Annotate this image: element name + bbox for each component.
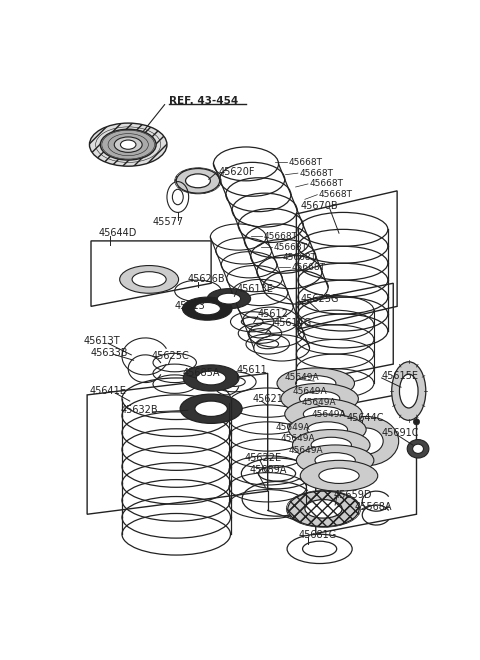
Text: 45613E: 45613E xyxy=(237,284,274,294)
Text: 45625G: 45625G xyxy=(300,294,339,304)
Ellipse shape xyxy=(217,293,240,304)
Ellipse shape xyxy=(349,428,383,454)
Ellipse shape xyxy=(311,438,351,453)
Text: 45622E: 45622E xyxy=(244,453,282,463)
Text: 45659D: 45659D xyxy=(334,490,372,500)
Text: 45649A: 45649A xyxy=(285,374,319,382)
Ellipse shape xyxy=(319,468,359,483)
Text: 45668T: 45668T xyxy=(264,232,298,241)
Text: 45612: 45612 xyxy=(258,309,288,319)
Text: 45668T: 45668T xyxy=(300,169,334,178)
Ellipse shape xyxy=(183,365,239,391)
Text: 45611: 45611 xyxy=(237,365,267,376)
Ellipse shape xyxy=(413,418,420,425)
Ellipse shape xyxy=(334,416,399,466)
Text: 45644C: 45644C xyxy=(347,413,384,423)
Text: 45626B: 45626B xyxy=(188,275,226,284)
Ellipse shape xyxy=(300,391,340,407)
Ellipse shape xyxy=(305,500,342,518)
Text: 45625C: 45625C xyxy=(152,351,189,362)
Text: 45621: 45621 xyxy=(252,394,283,404)
Ellipse shape xyxy=(180,394,242,424)
Text: 45632B: 45632B xyxy=(120,405,158,415)
Text: 45620F: 45620F xyxy=(219,166,255,177)
Text: 45615E: 45615E xyxy=(382,371,419,381)
Text: 45633B: 45633B xyxy=(91,348,129,358)
Ellipse shape xyxy=(195,401,228,416)
Ellipse shape xyxy=(285,399,362,430)
Ellipse shape xyxy=(281,383,359,414)
Text: 45685A: 45685A xyxy=(182,368,220,378)
Text: 45568A: 45568A xyxy=(355,502,392,512)
Ellipse shape xyxy=(176,168,220,193)
Ellipse shape xyxy=(315,453,355,468)
Ellipse shape xyxy=(182,297,232,320)
Text: REF. 43-454: REF. 43-454 xyxy=(169,96,238,106)
Ellipse shape xyxy=(392,362,426,420)
Ellipse shape xyxy=(288,414,366,445)
Ellipse shape xyxy=(114,137,142,152)
Text: 45614G: 45614G xyxy=(273,317,312,327)
Text: 45613: 45613 xyxy=(175,302,205,312)
Ellipse shape xyxy=(194,302,220,315)
Text: 45641E: 45641E xyxy=(89,386,126,396)
Text: 45668T: 45668T xyxy=(319,190,353,199)
Ellipse shape xyxy=(307,422,348,437)
Ellipse shape xyxy=(413,444,423,453)
Ellipse shape xyxy=(120,140,136,149)
Ellipse shape xyxy=(120,265,179,293)
Text: 45668T: 45668T xyxy=(310,180,344,188)
Text: 45689A: 45689A xyxy=(250,465,287,475)
Text: 45691C: 45691C xyxy=(382,428,419,438)
Ellipse shape xyxy=(277,368,355,399)
Ellipse shape xyxy=(89,123,167,166)
Ellipse shape xyxy=(132,272,166,287)
Ellipse shape xyxy=(296,376,336,391)
Text: 45649A: 45649A xyxy=(302,398,336,407)
Text: 45649A: 45649A xyxy=(276,423,310,432)
Ellipse shape xyxy=(303,407,344,422)
Text: 45649A: 45649A xyxy=(281,434,315,444)
Text: 45670B: 45670B xyxy=(300,201,338,211)
Text: 45668T: 45668T xyxy=(282,253,316,261)
Ellipse shape xyxy=(288,491,359,527)
Ellipse shape xyxy=(100,129,156,160)
Text: 45649A: 45649A xyxy=(292,387,327,395)
Text: 45668T: 45668T xyxy=(288,158,323,167)
Ellipse shape xyxy=(300,461,378,491)
Ellipse shape xyxy=(292,430,370,461)
Ellipse shape xyxy=(407,440,429,458)
Text: 45668T: 45668T xyxy=(273,243,307,251)
Text: 45613T: 45613T xyxy=(83,336,120,346)
Text: 45649A: 45649A xyxy=(288,446,323,455)
Text: 45649A: 45649A xyxy=(312,410,347,418)
Ellipse shape xyxy=(196,371,226,385)
Text: 45577: 45577 xyxy=(153,216,184,226)
Ellipse shape xyxy=(107,132,150,157)
Text: 45668T: 45668T xyxy=(292,263,326,271)
Ellipse shape xyxy=(399,374,418,408)
Text: 45644D: 45644D xyxy=(99,228,137,238)
Ellipse shape xyxy=(186,174,210,188)
Text: 45681G: 45681G xyxy=(299,530,337,540)
Ellipse shape xyxy=(207,288,251,309)
Ellipse shape xyxy=(296,445,374,476)
